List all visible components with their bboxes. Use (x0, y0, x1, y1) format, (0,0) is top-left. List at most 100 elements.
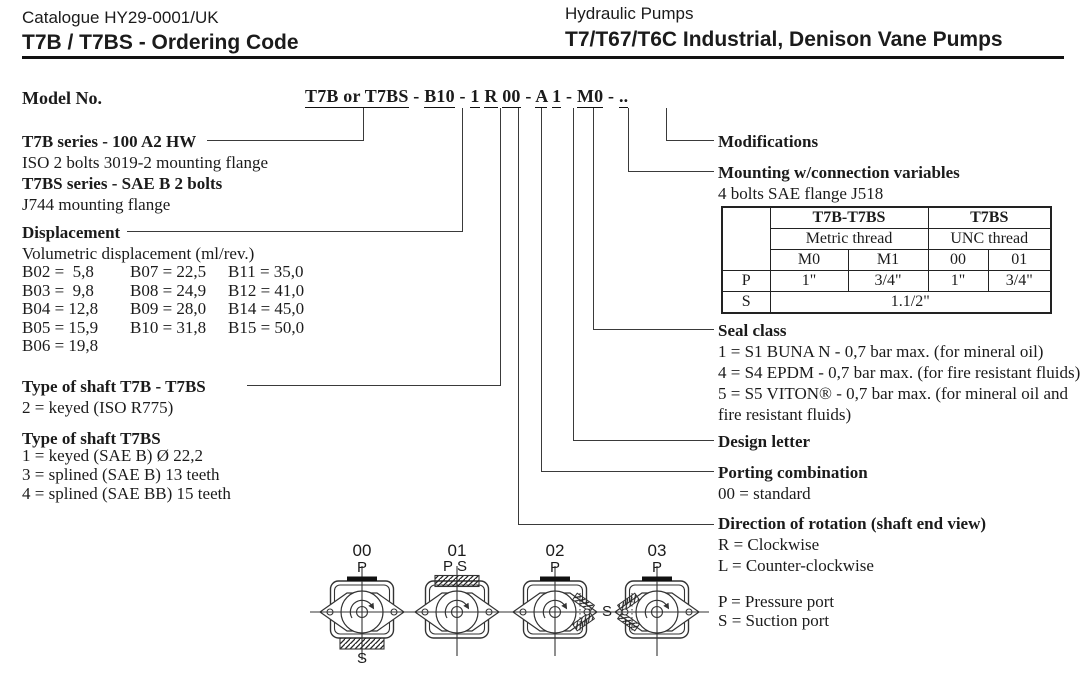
suction-port-bar (339, 637, 385, 650)
porting-standard: 00 = standard (718, 484, 811, 503)
code-segment-design: A (535, 86, 548, 108)
code-segment-rotation: R (484, 86, 498, 108)
displacement-subheading: Volumetric displacement (ml/rev.) (22, 244, 255, 263)
side-port-hatch (616, 592, 641, 613)
leader-line (666, 140, 714, 141)
code-separator: - (520, 86, 536, 106)
seal-class-options: 1 = S1 BUNA N - 0,7 bar max. (for minera… (718, 341, 1090, 425)
shaft-option-2: 2 = keyed (ISO R775) (22, 398, 174, 417)
displacement-value: B08 = 24,9 (130, 280, 207, 300)
pump-diagram-03 (605, 566, 709, 656)
table-corner-cell (721, 206, 771, 271)
leader-line (363, 108, 364, 141)
pump-diagram-01 (405, 566, 509, 656)
leader-line (500, 108, 501, 386)
leader-line (518, 524, 714, 525)
displacement-value: B05 = 15,9 (22, 317, 99, 337)
code-separator: - (561, 86, 577, 106)
table-p-value: 3/4" (987, 270, 1052, 292)
porting-heading: Porting combination (718, 463, 868, 482)
displacement-value: B06 = 19,8 (22, 336, 99, 356)
leader-line (541, 471, 714, 472)
leader-line (541, 108, 542, 472)
table-code-m0: M0 (769, 249, 849, 271)
displacement-value: B14 = 45,0 (228, 299, 305, 319)
suction-port-legend: S = Suction port (718, 611, 830, 630)
code-separator: - (408, 86, 425, 106)
code-segment-displacement: B10 (424, 86, 455, 108)
displacement-value: B15 = 50,0 (228, 317, 305, 337)
ordering-code: T7B or T7BS - B10 - 1 R 00 - A 1 - M0 - … (305, 86, 629, 108)
shaft-option-4: 4 = splined (SAE BB) 15 teeth (22, 483, 231, 503)
variant-00-port-s-label: S (356, 650, 367, 667)
combined-port-bar (434, 574, 480, 588)
shaft-option-1: 1 = keyed (SAE B) Ø 22,2 (22, 446, 203, 465)
displacement-value: B07 = 22,5 (130, 262, 207, 281)
table-code-00: 00 (927, 249, 989, 271)
displacement-value: B02 = 5,8 (22, 262, 94, 281)
design-letter-heading: Design letter (718, 432, 811, 451)
leader-line (573, 440, 714, 441)
table-s-value: 1.1/2" (769, 291, 1052, 314)
pump-diagram-00 (310, 566, 414, 660)
product-title: T7/T67/T6C Industrial, Denison Vane Pump… (565, 28, 1003, 51)
leader-line (666, 108, 667, 141)
displacement-heading: Displacement (22, 223, 121, 242)
seal-option-4: 4 = S4 EPDM - 0,7 bar max. (for fire res… (718, 363, 1081, 382)
mounting-subheading: 4 bolts SAE flange J518 (718, 184, 884, 203)
displacement-col-2: B07 = 22,5 B08 = 24,9 B09 = 28,0 B10 = 3… (130, 262, 207, 337)
displacement-value: B11 = 35,0 (228, 262, 304, 281)
table-p-value: 3/4" (847, 270, 929, 292)
leader-line (628, 108, 629, 172)
series-heading-t7b: T7B series - 100 A2 HW (22, 132, 197, 151)
variant-01-label: 01 (447, 541, 467, 560)
side-port-hatch (616, 611, 641, 632)
displacement-col-1: B02 = 5,8 B03 = 9,8 B04 = 12,8 B05 = 15,… (22, 262, 99, 356)
leader-line (593, 329, 714, 330)
rotation-r: R = Clockwise (718, 535, 820, 554)
code-separator: - (454, 86, 471, 106)
seal-option-1: 1 = S1 BUNA N - 0,7 bar max. (for minera… (718, 342, 1044, 361)
shaft-t7bs-options: 1 = keyed (SAE B) Ø 22,2 3 = splined (SA… (22, 446, 231, 503)
displacement-col-3: B11 = 35,0 B12 = 41,0 B14 = 45,0 B15 = 5… (228, 262, 305, 337)
table-thread-metric: Metric thread (769, 228, 929, 250)
pressure-port-legend: P = Pressure port (718, 592, 835, 611)
code-segment-shaft: 1 (470, 86, 480, 108)
seal-class-heading: Seal class (718, 321, 787, 340)
side-port-hatch (571, 611, 596, 632)
rotation-l: L = Counter-clockwise (718, 556, 874, 575)
series-section: T7B series - 100 A2 HW ISO 2 bolts 3019-… (22, 131, 322, 215)
page-title: T7B / T7BS - Ordering Code (22, 31, 299, 54)
code-separator: - (603, 86, 619, 106)
variant-00-label: 00 (352, 541, 372, 560)
table-row-s-label: S (721, 291, 771, 314)
table-thread-unc: UNC thread (927, 228, 1052, 250)
code-segment-mounting: M0 (576, 86, 604, 108)
series-line-iso: ISO 2 bolts 3019-2 mounting flange (22, 153, 269, 172)
leader-line (462, 108, 463, 232)
shaft-t7b-t7bs-heading: Type of shaft T7B - T7BS (22, 377, 206, 396)
table-code-m1: M1 (847, 249, 929, 271)
rotation-heading: Direction of rotation (shaft end view) (718, 514, 987, 533)
pressure-port-bar (540, 576, 570, 581)
shaft-option-3: 3 = splined (SAE B) 13 teeth (22, 464, 220, 484)
variant-01-port-ps-label: P S (443, 558, 467, 575)
pressure-port-bar (347, 576, 377, 581)
header-rule (22, 56, 1064, 59)
modifications-heading: Modifications (718, 132, 819, 151)
leader-line (628, 171, 714, 172)
variant-03-label: 03 (647, 541, 667, 560)
displacement-value: B03 = 9,8 (22, 280, 94, 300)
model-no-label: Model No. (22, 88, 102, 108)
leader-line (247, 385, 501, 386)
leader-line (593, 108, 594, 330)
catalogue-number: Catalogue HY29-0001/UK (22, 8, 219, 27)
pressure-port-bar (642, 576, 672, 581)
shaft-t7bs-heading: Type of shaft T7BS (22, 429, 161, 448)
code-segment-series: T7B or T7BS (305, 86, 409, 108)
code-segment-modifications: .. (618, 86, 629, 108)
table-p-value: 1" (927, 270, 989, 292)
leader-line (518, 108, 519, 525)
series-heading-t7bs: T7BS series - SAE B 2 bolts (22, 174, 223, 193)
